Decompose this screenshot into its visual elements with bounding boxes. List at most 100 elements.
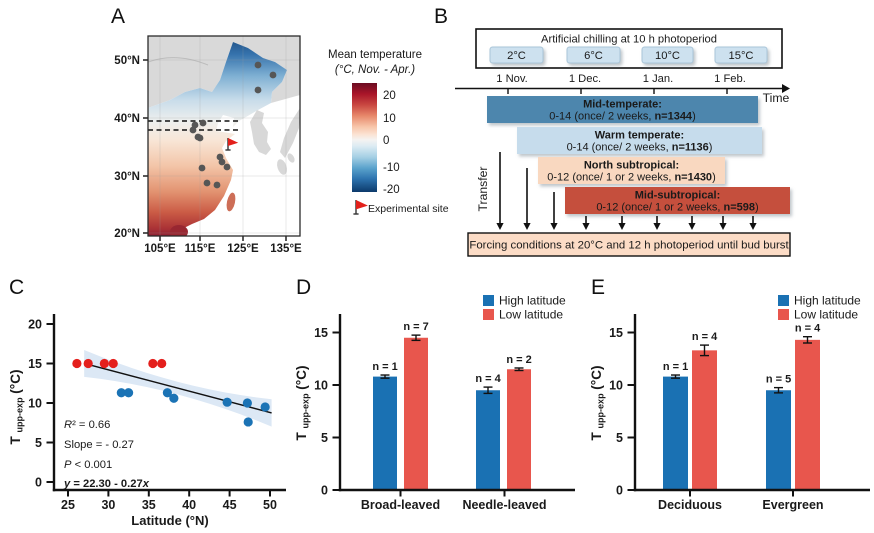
experimental-site-label: Experimental site [368, 203, 449, 215]
stat-annotation: R² = 0.66 [64, 419, 110, 431]
y-tick-label: 15 [28, 357, 42, 371]
stat-annotation: P < 0.001 [64, 459, 112, 471]
legend-label: Low latitude [499, 308, 563, 322]
y-tick-label: 15 [609, 326, 623, 340]
timeline-date-label: 1 Nov. [496, 73, 528, 85]
scatter-point-high-latitude [260, 402, 270, 412]
y-tick-label: 20°N [114, 228, 140, 240]
flag-banner [228, 138, 239, 147]
bar-high-latitude [373, 376, 397, 490]
korea-region [250, 110, 271, 155]
legend-label: Low latitude [794, 308, 858, 322]
scatter-point-low-latitude [99, 358, 109, 369]
chill-temp-box [489, 46, 544, 64]
down-arrowhead-icon [688, 223, 696, 230]
y-tick-label: 5 [321, 431, 328, 445]
colorbar-tick-label: 0 [383, 135, 389, 147]
y-label-main: T [8, 435, 23, 444]
japan-honshu-region [280, 108, 300, 158]
scatter-point-high-latitude [116, 388, 126, 398]
panel-b-label: B [434, 5, 448, 28]
legend-swatch [778, 295, 789, 306]
colorbar-title-line1: Mean temperature [328, 49, 422, 61]
n-count-label: n = 1 [663, 361, 688, 373]
n-count-label: n = 5 [766, 374, 791, 386]
region-group-name: Mid-subtropical: [635, 190, 721, 202]
scatter-point-high-latitude [243, 417, 253, 427]
panel-b-design-diagram: B Artificial chilling at 10 h photoperio… [434, 5, 791, 257]
study-site-dot [218, 158, 226, 166]
x-tick-label: 115°E [185, 243, 216, 255]
panel-e-label: E [591, 276, 605, 299]
chill-temp-label: 15°C [729, 50, 754, 62]
y-label-unit: (°C) [294, 366, 309, 390]
region-group-name: North subtropical: [584, 160, 679, 172]
panel-a-label: A [111, 5, 125, 28]
taiwan-region [226, 192, 236, 212]
down-arrowhead-icon [582, 223, 590, 230]
n-count-label: n = 2 [506, 354, 531, 366]
study-site-dot [223, 163, 231, 171]
x-tick-label: 30 [101, 498, 115, 512]
map-border [147, 35, 301, 237]
forcing-box [467, 232, 791, 257]
y-label-subscript: upp-exp [596, 393, 606, 429]
down-arrowhead-icon [496, 223, 504, 230]
down-arrowhead-icon [550, 223, 558, 230]
legend-swatch [483, 309, 494, 320]
y-tick-label: 10 [609, 378, 623, 392]
chill-temp-box [714, 46, 768, 64]
colorbar [352, 83, 377, 192]
forcing-text: Forcing conditions at 20°C and 12 h phot… [469, 240, 789, 252]
down-arrowhead-icon [653, 223, 661, 230]
study-site-dot [254, 86, 262, 94]
study-site-dot [198, 164, 206, 172]
y-axis-label: T upp-exp (°C) [294, 366, 312, 441]
category-label: Deciduous [658, 498, 722, 512]
region-group-detail: 0-14 (once/ 2 weeks, n=1344) [549, 111, 695, 123]
y-tick-label: 30°N [114, 171, 140, 183]
chill-temp-label: 10°C [655, 50, 680, 62]
x-tick-label: 35 [142, 498, 156, 512]
stat-annotation: Slope = - 0.27 [64, 439, 134, 451]
region-group-bar [487, 96, 758, 123]
flag-banner [356, 200, 368, 210]
n-count-label: n = 7 [403, 321, 428, 333]
y-tick-label: 0 [321, 483, 328, 497]
legend-swatch [778, 309, 789, 320]
n-count-label: n = 4 [795, 323, 821, 335]
colorbar-title-line2: (°C, Nov. - Apr.) [335, 64, 415, 76]
y-label-main: T [294, 431, 309, 440]
y-label-unit: (°C) [589, 366, 604, 390]
study-site-dot [189, 126, 197, 134]
x-axis-label: Latitude (°N) [131, 513, 208, 528]
panel-e-bar-chart: E 0 5 10 15 Deciduous Evergreen n = 1 n = 5 High… [589, 276, 870, 512]
y-label-main: T [589, 431, 604, 440]
bar-high-latitude [663, 376, 688, 490]
category-label: Evergreen [762, 498, 823, 512]
china-region [148, 42, 287, 236]
map-land-group [148, 36, 300, 236]
study-site-dot [213, 181, 221, 189]
study-site-dot [199, 119, 207, 127]
bar-low-latitude [404, 337, 428, 490]
n-count-label: n = 1 [372, 361, 397, 373]
timeline-date-label: 1 Feb. [714, 73, 746, 85]
y-tick-label: 5 [35, 436, 42, 450]
region-group-detail: 0-14 (once/ 2 weeks, n=1136) [567, 142, 713, 154]
category-label: Needle-leaved [462, 498, 546, 512]
n-count-label: n = 4 [475, 373, 501, 385]
y-label-unit: (°C) [8, 370, 23, 394]
scatter-point-low-latitude [157, 358, 167, 369]
study-site-dot [254, 61, 262, 69]
bar-low-latitude [795, 339, 820, 490]
x-tick-label: 105°E [144, 243, 176, 255]
scatter-point-high-latitude [169, 393, 179, 403]
colorbar-tick-label: 10 [383, 113, 396, 125]
x-tick-label: 40 [182, 498, 196, 512]
stat-annotation: y = 22.30 - 0.27x [63, 478, 150, 490]
y-tick-label: 0 [35, 475, 42, 489]
y-tick-label: 5 [616, 431, 623, 445]
y-label-subscript: upp-exp [15, 397, 25, 433]
y-axis-label: T upp-exp (°C) [8, 370, 26, 445]
